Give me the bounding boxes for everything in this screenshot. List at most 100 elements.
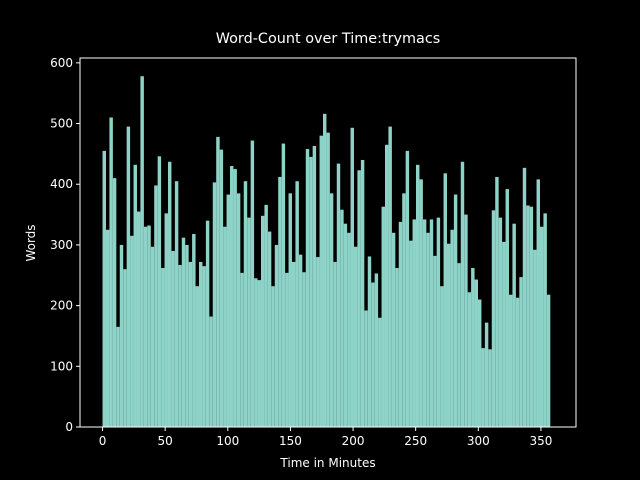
- bar: [381, 206, 385, 427]
- bar: [347, 232, 351, 427]
- bar: [150, 246, 155, 427]
- bar: [192, 234, 196, 427]
- bar: [471, 267, 475, 427]
- x-tick-label: 300: [467, 434, 490, 448]
- y-tick-label: 300: [50, 238, 73, 252]
- bar: [298, 254, 303, 427]
- bar: [109, 117, 113, 427]
- bar: [288, 193, 292, 427]
- bar: [350, 127, 354, 428]
- bar: [484, 322, 489, 427]
- x-tick-label: 150: [279, 434, 302, 448]
- bar: [398, 221, 403, 427]
- bar: [353, 246, 358, 427]
- bar: [519, 277, 523, 427]
- x-tick-label: 50: [158, 434, 173, 448]
- y-tick-label: 400: [50, 177, 73, 191]
- bar: [247, 217, 251, 427]
- bar: [502, 241, 506, 427]
- bar: [333, 261, 337, 427]
- bar: [202, 266, 206, 427]
- bar: [154, 185, 158, 427]
- bar: [140, 76, 144, 427]
- y-tick-label: 0: [65, 420, 73, 434]
- bar: [546, 294, 551, 427]
- bar: [130, 235, 134, 427]
- bar: [123, 269, 127, 427]
- bar: [453, 194, 458, 427]
- bar: [402, 193, 406, 427]
- bar: [395, 267, 399, 427]
- bar: [378, 317, 382, 427]
- plot-frame: [79, 57, 577, 428]
- bar: [260, 215, 265, 427]
- bar: [309, 156, 313, 428]
- bar: [357, 170, 361, 427]
- bar: [460, 161, 465, 427]
- y-tick-label: 100: [50, 359, 73, 373]
- y-axis-label: Words: [24, 224, 38, 261]
- x-tick-label: 200: [342, 434, 365, 448]
- bar: [305, 149, 310, 427]
- bar: [415, 164, 420, 427]
- bar: [409, 240, 413, 427]
- bar: [157, 156, 162, 427]
- bar: [161, 267, 165, 427]
- bar: [498, 217, 503, 427]
- bar: [405, 150, 410, 427]
- bar: [274, 244, 279, 427]
- bar: [226, 194, 230, 427]
- bar: [388, 126, 392, 427]
- bar: [457, 263, 461, 427]
- bar: [219, 149, 224, 427]
- bar: [512, 223, 516, 427]
- bar: [433, 255, 437, 427]
- bar: [271, 286, 275, 427]
- bar: [112, 178, 117, 427]
- bar: [367, 256, 372, 427]
- bar: [312, 146, 317, 427]
- bar: [491, 210, 496, 427]
- bar: [185, 244, 189, 427]
- bar: [481, 348, 485, 427]
- bar: [267, 231, 272, 427]
- bar: [119, 244, 124, 427]
- bar: [446, 243, 451, 427]
- bar: [319, 135, 323, 427]
- bar: [440, 286, 444, 427]
- bar: [477, 299, 482, 427]
- bar: [198, 261, 203, 427]
- bar: [340, 209, 344, 427]
- bar: [419, 179, 423, 427]
- bar: [522, 167, 527, 427]
- bar: [336, 163, 341, 427]
- bar: [426, 232, 430, 427]
- bar: [316, 257, 320, 427]
- bar: [429, 219, 434, 427]
- x-tick-label: 350: [529, 434, 552, 448]
- bar: [526, 205, 530, 427]
- bar: [212, 182, 217, 427]
- bar: [205, 220, 210, 427]
- x-tick-label: 0: [99, 434, 107, 448]
- bar: [371, 282, 375, 427]
- bar: [278, 176, 282, 427]
- y-tick-label: 500: [50, 117, 73, 131]
- bar: [539, 226, 544, 427]
- x-axis-label: Time in Minutes: [279, 456, 375, 470]
- bar: [223, 226, 227, 427]
- bar: [236, 193, 241, 427]
- bar: [181, 237, 186, 427]
- bar: [195, 286, 199, 427]
- bar: [488, 349, 492, 427]
- bar: [450, 229, 454, 427]
- y-tick-label: 600: [50, 56, 73, 70]
- bar: [374, 273, 379, 427]
- bar: [508, 294, 513, 427]
- bar: [360, 159, 365, 428]
- bar: [364, 310, 368, 427]
- bar: [543, 213, 547, 427]
- bar: [295, 181, 299, 427]
